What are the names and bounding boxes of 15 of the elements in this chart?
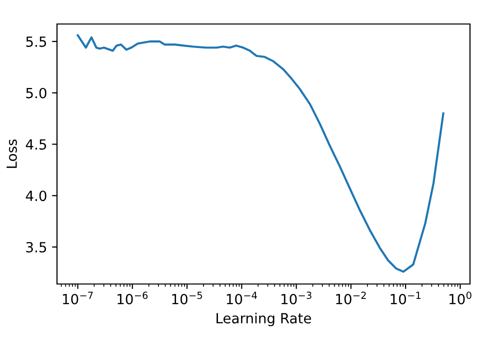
x-axis-title: Learning Rate bbox=[216, 312, 312, 326]
y-tick-label: 4.0 bbox=[26, 190, 46, 202]
x-tick-label: 10$^{−7}$ bbox=[62, 292, 93, 304]
y-tick-label: 4.5 bbox=[26, 139, 46, 150]
y-axis-title: Loss bbox=[6, 139, 17, 168]
x-tick-label: 10$^{−3}$ bbox=[282, 292, 312, 304]
x-tick-label: 10$^{0}$ bbox=[450, 292, 472, 304]
x-tick-label: 10$^{−1}$ bbox=[390, 292, 421, 304]
x-tick-label: 10$^{−4}$ bbox=[226, 292, 257, 304]
x-tick-label: 10$^{−2}$ bbox=[336, 292, 366, 304]
x-tick-label: 10$^{−5}$ bbox=[172, 292, 202, 304]
x-tick-label: 10$^{−6}$ bbox=[118, 292, 148, 304]
y-tick-label: 3.5 bbox=[26, 242, 46, 252]
y-tick-label: 5.0 bbox=[26, 88, 46, 98]
y-tick-label: 5.5 bbox=[26, 36, 46, 47]
